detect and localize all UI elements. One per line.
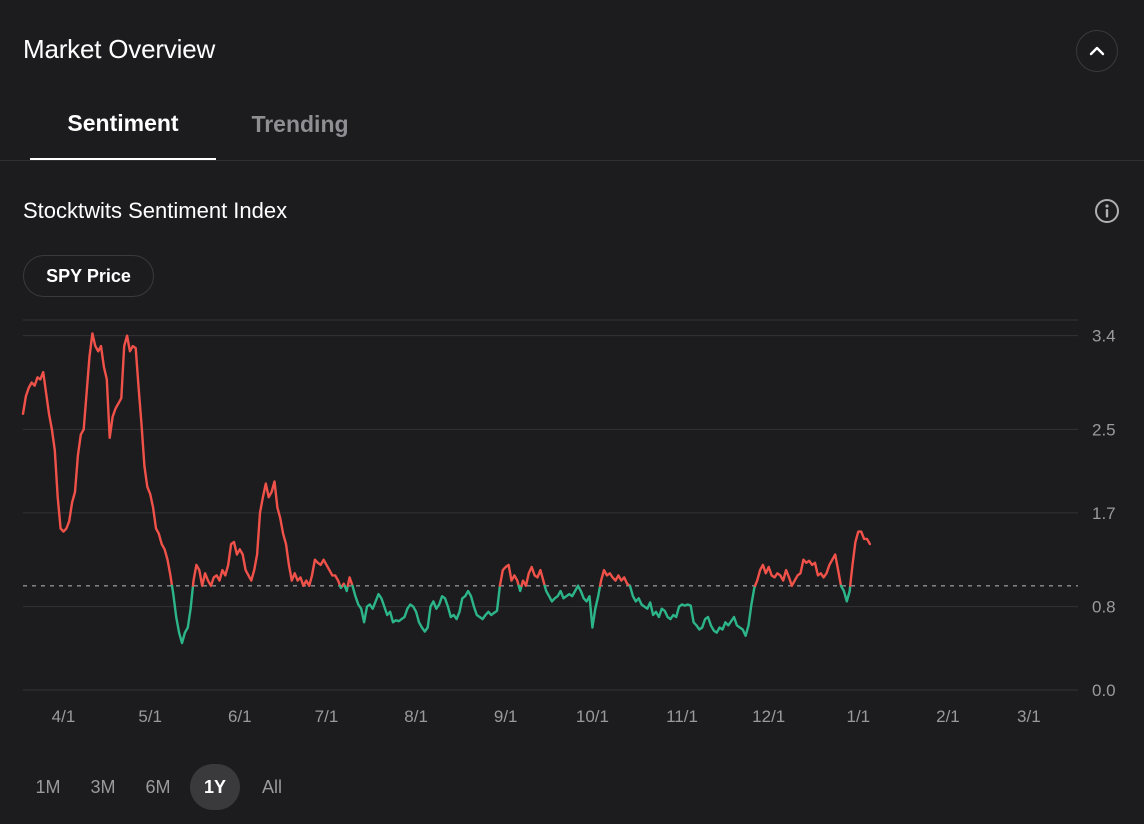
sentiment-line-bearish (839, 584, 852, 603)
sentiment-line-bullish (498, 563, 520, 587)
x-tick-label: 8/1 (404, 707, 428, 726)
spy-price-toggle[interactable]: SPY Price (23, 255, 154, 297)
range-3m[interactable]: 3M (90, 776, 116, 797)
x-tick-label: 4/1 (52, 707, 76, 726)
y-tick-label: 3.4 (1092, 327, 1116, 346)
sentiment-line-bullish (191, 480, 342, 587)
sentiment-line-bearish (628, 584, 757, 637)
range-6m[interactable]: 6M (145, 776, 171, 797)
sentiment-line-bullish (598, 568, 632, 587)
sentiment-line-bearish (351, 584, 502, 633)
info-icon (1095, 199, 1119, 223)
sentiment-line-bearish (170, 584, 195, 645)
x-tick-label: 2/1 (936, 707, 960, 726)
x-tick-label: 12/1 (752, 707, 785, 726)
time-range-selector: 1M 3M 6M 1Y All (25, 764, 304, 810)
page-title: Market Overview (23, 34, 216, 64)
x-tick-label: 1/1 (847, 707, 871, 726)
chart-title: Stocktwits Sentiment Index (23, 198, 288, 223)
info-button[interactable] (1094, 198, 1120, 224)
sentiment-line-bullish (753, 553, 843, 587)
y-tick-label: 1.7 (1092, 504, 1116, 523)
tab-bar: Sentiment Trending (30, 88, 384, 160)
x-tick-label: 5/1 (138, 707, 162, 726)
y-tick-label: 0.8 (1092, 598, 1116, 617)
sentiment-line-bearish (343, 584, 349, 593)
sentiment-line-bearish (543, 584, 580, 603)
y-tick-label: 0.0 (1092, 681, 1116, 700)
range-1m[interactable]: 1M (35, 776, 61, 797)
x-tick-label: 10/1 (576, 707, 609, 726)
collapse-button[interactable] (1076, 30, 1118, 72)
tab-divider (0, 160, 1144, 161)
sentiment-line-bullish (346, 576, 354, 587)
sentiment-line-bullish (520, 565, 546, 587)
tab-trending[interactable]: Trending (251, 110, 349, 137)
tab-sentiment[interactable]: Sentiment (30, 88, 216, 160)
x-tick-label: 6/1 (228, 707, 252, 726)
y-tick-label: 2.5 (1092, 420, 1116, 439)
sentiment-chart: 3.4 2.5 1.7 0.8 0.0 4/1 5/1 6/1 7/1 8/1 9/1 10/1 11/… (21, 319, 1116, 726)
x-tick-label: 3/1 (1017, 707, 1041, 726)
sentiment-line-bullish (21, 332, 174, 587)
sentiment-line-bearish (517, 584, 523, 593)
range-all[interactable]: All (261, 776, 282, 797)
x-tick-label: 9/1 (494, 707, 518, 726)
chevron-up-icon (1089, 46, 1105, 56)
x-tick-label: 7/1 (315, 707, 339, 726)
sentiment-line-bullish (849, 530, 872, 587)
range-1y[interactable]: 1Y (190, 764, 240, 810)
x-tick-label: 11/1 (666, 707, 698, 726)
sentiment-line-bearish (576, 584, 602, 629)
